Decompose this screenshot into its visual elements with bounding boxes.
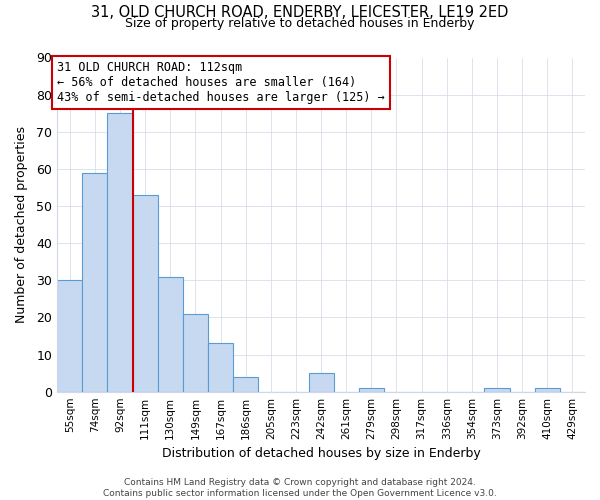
- Bar: [535, 388, 560, 392]
- Bar: [484, 388, 509, 392]
- Text: 31 OLD CHURCH ROAD: 112sqm
← 56% of detached houses are smaller (164)
43% of sem: 31 OLD CHURCH ROAD: 112sqm ← 56% of deta…: [57, 61, 385, 104]
- Text: Contains HM Land Registry data © Crown copyright and database right 2024.
Contai: Contains HM Land Registry data © Crown c…: [103, 478, 497, 498]
- Bar: [57, 280, 82, 392]
- Bar: [158, 276, 183, 392]
- Bar: [359, 388, 384, 392]
- Bar: [133, 195, 158, 392]
- Bar: [233, 377, 258, 392]
- X-axis label: Distribution of detached houses by size in Enderby: Distribution of detached houses by size …: [162, 447, 481, 460]
- Bar: [308, 373, 334, 392]
- Bar: [183, 314, 208, 392]
- Text: Size of property relative to detached houses in Enderby: Size of property relative to detached ho…: [125, 18, 475, 30]
- Bar: [107, 113, 133, 392]
- Bar: [208, 344, 233, 392]
- Y-axis label: Number of detached properties: Number of detached properties: [15, 126, 28, 323]
- Text: 31, OLD CHURCH ROAD, ENDERBY, LEICESTER, LE19 2ED: 31, OLD CHURCH ROAD, ENDERBY, LEICESTER,…: [91, 5, 509, 20]
- Bar: [82, 172, 107, 392]
